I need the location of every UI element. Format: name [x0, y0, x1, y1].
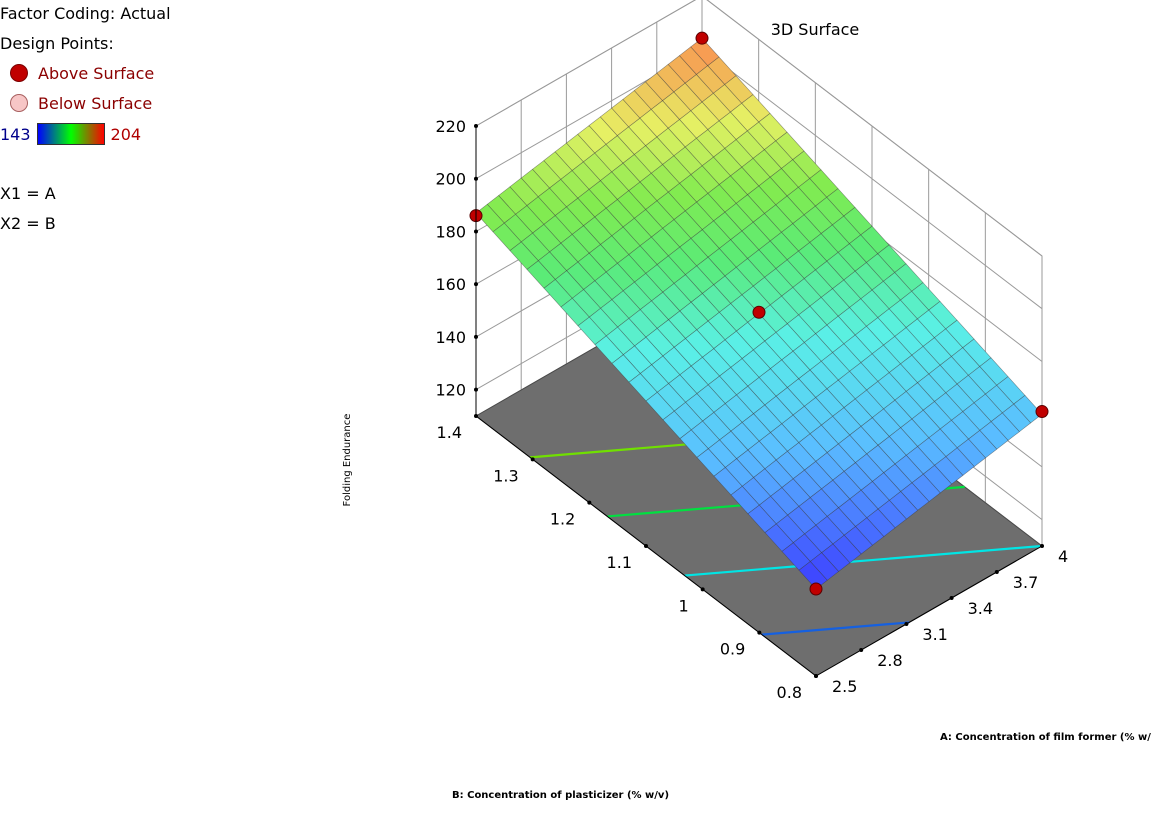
- above-surface-marker: [10, 64, 28, 82]
- b-axis: 0.8 0.9 1 1.1 1.2 1.3 1.4 B: Concentration of p…: [437, 414, 818, 801]
- color-gradient-bar: [36, 123, 105, 145]
- a-tick-mark: [1040, 544, 1044, 548]
- a-tick-label: 3.1: [922, 625, 947, 644]
- factor-coding-label: Factor Coding: Actual: [0, 4, 171, 23]
- a-tick-label: 2.5: [832, 677, 857, 696]
- a-axis-line: [815, 545, 1043, 677]
- b-tick-mark: [814, 674, 818, 678]
- a-tick-mark: [859, 648, 864, 652]
- color-scale-max: 204: [110, 124, 142, 144]
- b-tick-label: 1.1: [607, 553, 632, 572]
- b-tick-label: 0.9: [720, 640, 745, 659]
- color-scale-min: 143: [0, 124, 31, 144]
- legend-item-above: Above Surface: [10, 62, 154, 84]
- a-tick-label: 3.7: [1013, 573, 1038, 592]
- design-point-marker: [695, 31, 709, 45]
- z-tick-mark: [474, 176, 478, 181]
- z-axis-title: Folding Endurance: [342, 414, 353, 507]
- b-tick-mark: [474, 414, 478, 418]
- a-tick-mark: [949, 596, 954, 600]
- a-tick-mark: [994, 570, 999, 574]
- above-surface-label: Above Surface: [38, 63, 155, 83]
- b-axis-title: B: Concentration of plasticizer (% w/v): [452, 790, 669, 801]
- b-tick-label: 0.8: [777, 683, 802, 702]
- z-tick-mark: [474, 282, 478, 287]
- b-tick-label: 1: [678, 596, 688, 615]
- z-tick-label: 120: [435, 381, 466, 400]
- a-axis: 2.5 2.8 3.1 3.4 3.7 4 A: Concentration of film…: [814, 544, 1151, 743]
- z-tick-mark: [474, 229, 478, 234]
- b-tick-label: 1.4: [437, 423, 462, 442]
- b-tick-mark: [587, 500, 592, 505]
- floor-contour-line: [684, 544, 1043, 577]
- design-points-title: Design Points:: [0, 34, 114, 53]
- b-tick-label: 1.3: [493, 466, 518, 485]
- z-tick-label: 200: [435, 170, 466, 189]
- b-tick-mark: [700, 587, 705, 592]
- z-tick-label: 160: [435, 275, 466, 294]
- a-tick-label: 4: [1058, 547, 1068, 566]
- a-axis-title: A: Concentration of film former (% w/v): [940, 732, 1151, 743]
- z-axis: 120 140 160 180 200 220 Folding Endurance: [342, 117, 478, 506]
- color-scale: 143 204: [0, 122, 141, 146]
- x1-mapping: X1 = A: [0, 184, 56, 203]
- below-surface-label: Below Surface: [38, 93, 153, 113]
- a-tick-mark: [904, 622, 909, 626]
- surface-cell: [798, 561, 828, 590]
- z-tick-mark: [474, 124, 478, 128]
- response-surface: [475, 37, 1043, 590]
- a-tick-label: 2.8: [877, 651, 902, 670]
- design-points: [469, 31, 1049, 596]
- z-tick-label: 180: [435, 222, 466, 241]
- design-point-marker: [809, 582, 823, 596]
- z-tick-label: 220: [435, 117, 466, 136]
- wall-gridline: [475, 0, 1043, 257]
- a-tick-label: 3.4: [968, 599, 993, 618]
- z-tick-mark: [474, 334, 478, 339]
- z-tick-label: 140: [435, 328, 466, 347]
- b-tick-mark: [644, 544, 648, 548]
- x2-mapping: X2 = B: [0, 214, 56, 233]
- z-tick-mark: [474, 387, 478, 392]
- below-surface-marker: [10, 94, 28, 112]
- chart-title: 3D Surface: [770, 20, 860, 39]
- legend-item-below: Below Surface: [10, 92, 152, 114]
- legend-panel: Factor Coding: Actual Design Points: Abo…: [0, 0, 300, 250]
- b-tick-mark: [757, 630, 762, 635]
- design-point-marker: [752, 305, 766, 319]
- floor-contour-line: [761, 621, 910, 636]
- design-point-marker: [1035, 405, 1049, 419]
- b-tick-mark: [530, 457, 535, 462]
- b-tick-label: 1.2: [550, 510, 575, 529]
